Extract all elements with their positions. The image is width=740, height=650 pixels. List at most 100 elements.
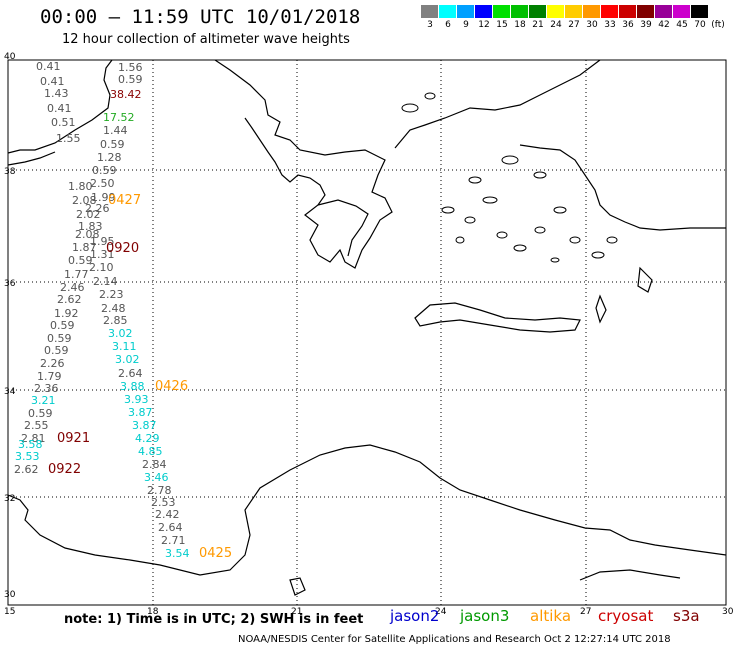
obs-value: 0.59: [47, 332, 72, 345]
obs-value: 2.64: [158, 521, 183, 534]
obs-value: 0.59: [68, 254, 93, 267]
coastline-islet: [289, 577, 306, 596]
time-label-altika: 0426: [155, 379, 188, 394]
obs-value: 2.78: [147, 484, 172, 497]
color-scale-label: 70: [694, 20, 706, 30]
legend-cryosat: cryosat: [598, 607, 654, 625]
obs-value: 2.02: [76, 208, 101, 221]
color-swatch: [583, 5, 601, 18]
coastline-thrace: [394, 59, 601, 149]
obs-value: 0.41: [40, 75, 65, 88]
obs-value: 2.81: [21, 432, 46, 445]
obs-value: 2.64: [118, 367, 143, 380]
page-title: 00:00 – 11:59 UTC 10/01/2018: [40, 6, 361, 28]
time-label-altika: 0425: [199, 546, 232, 561]
obs-value: 3.88: [120, 380, 145, 393]
obs-value: 2.42: [155, 508, 180, 521]
time-label-s3a: 0922: [48, 462, 81, 477]
coastline-italy: [7, 59, 113, 154]
obs-value: 1.79: [37, 370, 62, 383]
obs-value: 3.87: [132, 419, 157, 432]
color-scale-label: 9: [463, 20, 469, 30]
obs-value: 0.51: [51, 116, 76, 129]
time-label-s3a: 0921: [57, 431, 90, 446]
page-subtitle: 12 hour collection of altimeter wave hei…: [62, 32, 350, 47]
obs-value: 0.59: [100, 138, 125, 151]
color-swatch: [547, 5, 565, 18]
legend-jason2: jason2: [390, 607, 440, 625]
obs-value: 1.77: [64, 268, 89, 281]
obs-value: 0.41: [47, 102, 72, 115]
color-swatch: [511, 5, 529, 18]
aegean-islands: [401, 92, 618, 263]
color-scale-label: 27: [568, 20, 580, 30]
obs-value: 1.92: [54, 307, 79, 320]
obs-value: 0.59: [50, 319, 75, 332]
lat-label-34: 34: [4, 387, 16, 397]
coastline-sicily: [7, 151, 56, 166]
lat-label-40: 40: [4, 52, 16, 62]
color-swatch: [439, 5, 457, 18]
color-scale-legend: 3 6 9 12 15 18 21 24 27 30 33 36 39 42 45 70 (ft): [421, 5, 727, 30]
color-scale-label: 18: [514, 20, 526, 30]
color-scale-swatches: [421, 5, 727, 18]
coastline-rhodes: [637, 266, 653, 293]
color-scale-labels: 3 6 9 12 15 18 21 24 27 30 33 36 39 42 45 70 (ft): [421, 20, 727, 30]
obs-value: 2.48: [101, 302, 126, 315]
obs-value: 3.21: [31, 394, 56, 407]
observations-gray: 0.41 0.41 1.43 0.41 0.51 1.55 1.56 0.59 …: [14, 60, 186, 547]
lon-label-18: 18: [147, 607, 159, 617]
obs-value: 2.85: [103, 314, 128, 327]
obs-value: 3.93: [124, 393, 149, 406]
obs-value: 3.11: [112, 340, 137, 353]
footer-credit: NOAA/NESDIS Center for Satellite Applica…: [238, 634, 671, 645]
coastline-peloponnese: [317, 199, 369, 257]
lat-label-36: 36: [4, 279, 16, 289]
obs-value: 3.02: [108, 327, 133, 340]
graticule: [8, 60, 726, 605]
time-labels: 0427 0426 0425 0920 0921 0922: [48, 193, 232, 561]
color-swatch: [601, 5, 619, 18]
obs-value: 2.53: [151, 496, 176, 509]
coastlines: [7, 59, 727, 596]
obs-value: 1.55: [56, 132, 81, 145]
legend-s3a: s3a: [673, 607, 700, 625]
obs-value: 2.26: [85, 202, 110, 215]
color-swatch: [637, 5, 655, 18]
lat-label-38: 38: [4, 167, 16, 177]
color-scale-label: 45: [676, 20, 688, 30]
color-scale-label: 36: [622, 20, 634, 30]
color-scale-label: 12: [478, 20, 490, 30]
obs-value-red: 38.42: [110, 88, 142, 101]
obs-value: 1.43: [44, 87, 69, 100]
obs-value: 2.08: [75, 228, 100, 241]
lon-label-21: 21: [291, 607, 302, 617]
coastline-turkey-south: [579, 569, 681, 581]
color-swatch: [691, 5, 709, 18]
lon-label-15: 15: [4, 607, 15, 617]
time-label-altika: 0427: [108, 193, 141, 208]
color-swatch: [673, 5, 691, 18]
color-scale-label: 15: [496, 20, 508, 30]
obs-value: 3.02: [115, 353, 140, 366]
color-swatch: [619, 5, 637, 18]
obs-value: 3.54: [165, 547, 190, 560]
obs-value: 2.14: [93, 275, 118, 288]
obs-value: 1.80: [68, 180, 93, 193]
color-swatch: [475, 5, 493, 18]
lat-label-32: 32: [4, 494, 15, 504]
coastline-karpathos: [595, 294, 607, 324]
coastline-turkey: [519, 144, 726, 231]
obs-value: 1.87: [72, 241, 97, 254]
footer-note: note: 1) Time is in UTC; 2) SWH is in fe…: [64, 612, 364, 627]
obs-value: 3.87: [128, 406, 153, 419]
color-scale-label: (ft): [711, 20, 725, 30]
obs-value: 2.84: [142, 458, 167, 471]
observations-other: 38.42 17.52: [103, 88, 142, 124]
coastline-crete: [414, 302, 581, 333]
obs-value: 2.71: [161, 534, 186, 547]
obs-value: 2.62: [14, 463, 39, 476]
color-swatch: [565, 5, 583, 18]
color-scale-label: 42: [658, 20, 670, 30]
